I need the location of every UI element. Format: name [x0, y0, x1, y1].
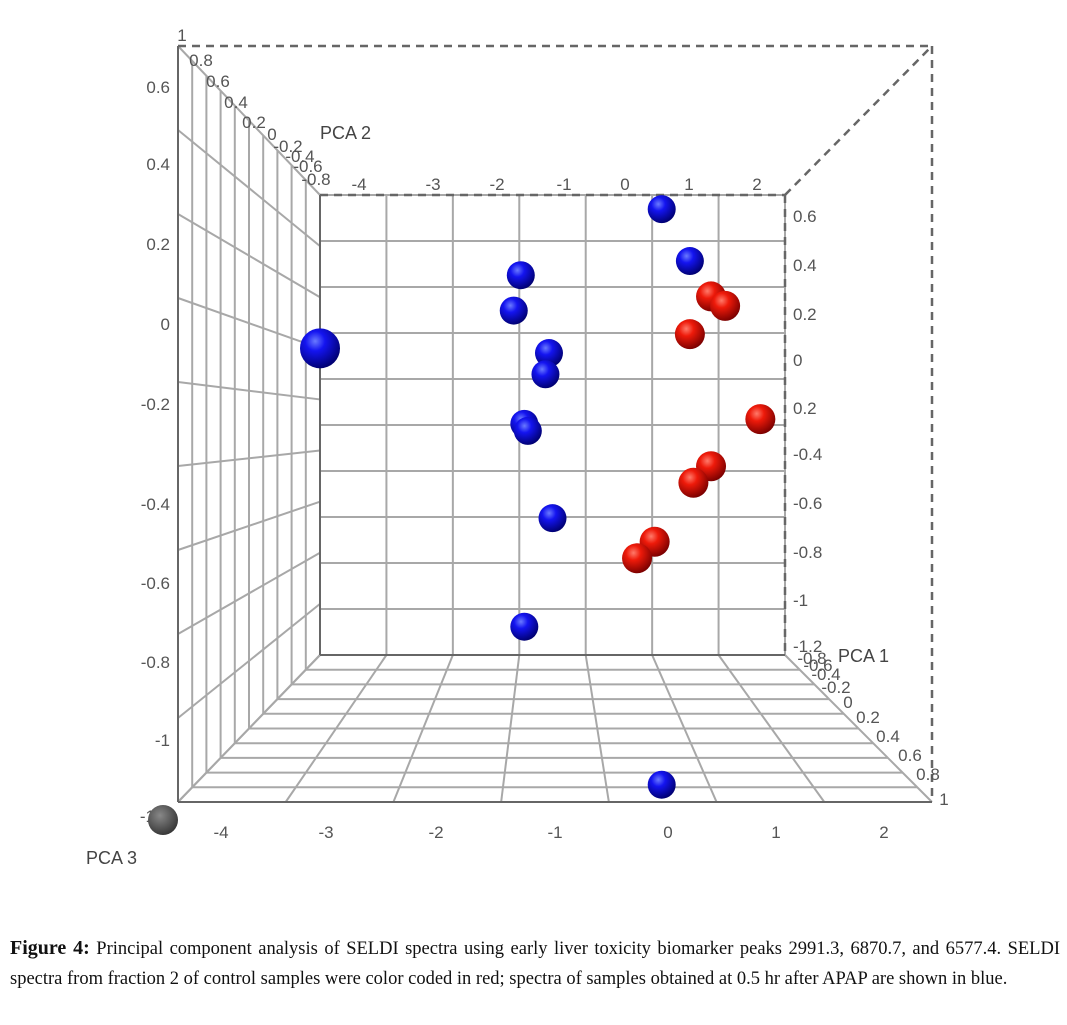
tick-left-outer: 0	[161, 315, 170, 334]
tick-depth-top-left: 0	[267, 125, 276, 144]
tick-right-back: -0.4	[793, 445, 822, 464]
tick-depth-top-left: -0.4	[285, 147, 314, 166]
tick-back-top: -2	[489, 175, 504, 194]
pca-3d-scatter-plot: -4 -3 -2 -1 0 1 2-4 -3 -2 -1 0 1 20.60.40.20-0.2-0.4…	[86, 26, 949, 868]
apap-point	[506, 261, 535, 290]
control-point	[745, 404, 776, 435]
axis-title-pca3: PCA 3	[86, 848, 137, 868]
origin-marker	[148, 805, 178, 835]
tick-depth-top-left: 1	[177, 26, 186, 45]
tick-left-outer: 0.6	[146, 78, 170, 97]
tick-depth-bottom-right: 0.4	[876, 727, 900, 746]
tick-depth-top-left: 0.2	[242, 113, 266, 132]
control-point	[674, 319, 705, 350]
control-point	[622, 543, 653, 574]
apap-point	[531, 360, 560, 389]
apap-point	[647, 770, 676, 799]
figure-caption: Figure 4: Principal component analysis o…	[10, 933, 1060, 994]
frame-dashed-edge	[784, 45, 933, 196]
bounding-box	[177, 44, 934, 803]
tick-right-back: 0	[793, 351, 802, 370]
tick-depth-bottom-right: -0.6	[803, 656, 832, 675]
tick-front-bottom: 1	[771, 823, 780, 842]
tick-right-back: -0.8	[793, 543, 822, 562]
tick-left-outer: 0.4	[146, 155, 170, 174]
tick-depth-bottom-right: 1	[939, 790, 948, 809]
tick-left-outer: -0.6	[141, 574, 170, 593]
apap-point	[513, 416, 542, 445]
tick-depth-bottom-right: 0.2	[856, 708, 880, 727]
tick-depth-bottom-right: -0.4	[811, 665, 840, 684]
tick-left-outer: 0.2	[146, 235, 170, 254]
axis-titles: PCA 2 PCA 1 PCA 3	[86, 123, 889, 868]
apap-point	[534, 339, 563, 368]
tick-right-back: -1	[793, 591, 808, 610]
tick-front-bottom: -4	[213, 823, 228, 842]
caption-label: Figure 4:	[10, 937, 90, 959]
tick-back-top: -4	[351, 175, 366, 194]
tick-left-outer: -0.2	[141, 395, 170, 414]
control-point	[678, 467, 709, 498]
tick-back-top: -3	[425, 175, 440, 194]
tick-depth-top-left: -0.8	[301, 170, 330, 189]
tick-left-outer: -0.4	[141, 495, 170, 514]
tick-depth-top-left: 0.4	[224, 93, 248, 112]
tick-right-back: 0.2	[793, 399, 817, 418]
tick-back-top: 1	[684, 175, 693, 194]
tick-right-back: -0.6	[793, 494, 822, 513]
tick-depth-bottom-right: -0.8	[797, 649, 826, 668]
tick-left-outer: -0.8	[141, 653, 170, 672]
axis-title-pca2: PCA 2	[320, 123, 371, 143]
tick-front-bottom: -3	[318, 823, 333, 842]
tick-right-back: -1.2	[793, 637, 822, 656]
tick-right-back: 0.4	[793, 256, 817, 275]
tick-front-bottom: -2	[428, 823, 443, 842]
caption-text: Principal component analysis of SELDI sp…	[10, 939, 1061, 989]
tick-depth-bottom-right: 0	[843, 693, 852, 712]
tick-depth-top-left: -0.2	[273, 137, 302, 156]
tick-front-bottom: -1	[547, 823, 562, 842]
tick-depth-top-left: 0.8	[189, 51, 213, 70]
tick-right-back: 0.6	[793, 207, 817, 226]
apap-point	[499, 296, 528, 325]
control-point	[710, 290, 741, 321]
tick-back-top: 0	[620, 175, 629, 194]
tick-depth-bottom-right: -0.2	[821, 678, 850, 697]
tick-right-back: 0.2	[793, 305, 817, 324]
tick-back-top: 2	[752, 175, 761, 194]
tick-depth-top-left: -0.6	[293, 157, 322, 176]
pca-3d-figure: -4 -3 -2 -1 0 1 2 -4 -3 -2 -1 0 1 2 0.6 0.4 0.2 0 -0.2 -0.4…	[86, 26, 949, 868]
data-points	[148, 195, 776, 835]
apap-point	[675, 247, 704, 276]
tick-depth-bottom-right: 0.8	[916, 765, 940, 784]
axis-title-pca1: PCA 1	[838, 646, 889, 666]
tick-labels: -4 -3 -2 -1 0 1 2-4 -3 -2 -1 0 1 20.60.40.20-0.2-0.4…	[140, 26, 949, 842]
tick-depth-top-left: 0.6	[206, 72, 230, 91]
tick-depth-bottom-right: 0.6	[898, 746, 922, 765]
tick-front-bottom: 0	[663, 823, 672, 842]
tick-left-outer: -1	[155, 731, 170, 750]
apap-point	[300, 328, 340, 369]
apap-point	[510, 612, 539, 641]
apap-point	[647, 195, 676, 224]
tick-front-bottom: 2	[879, 823, 888, 842]
apap-point	[538, 504, 567, 533]
tick-back-top: -1	[556, 175, 571, 194]
